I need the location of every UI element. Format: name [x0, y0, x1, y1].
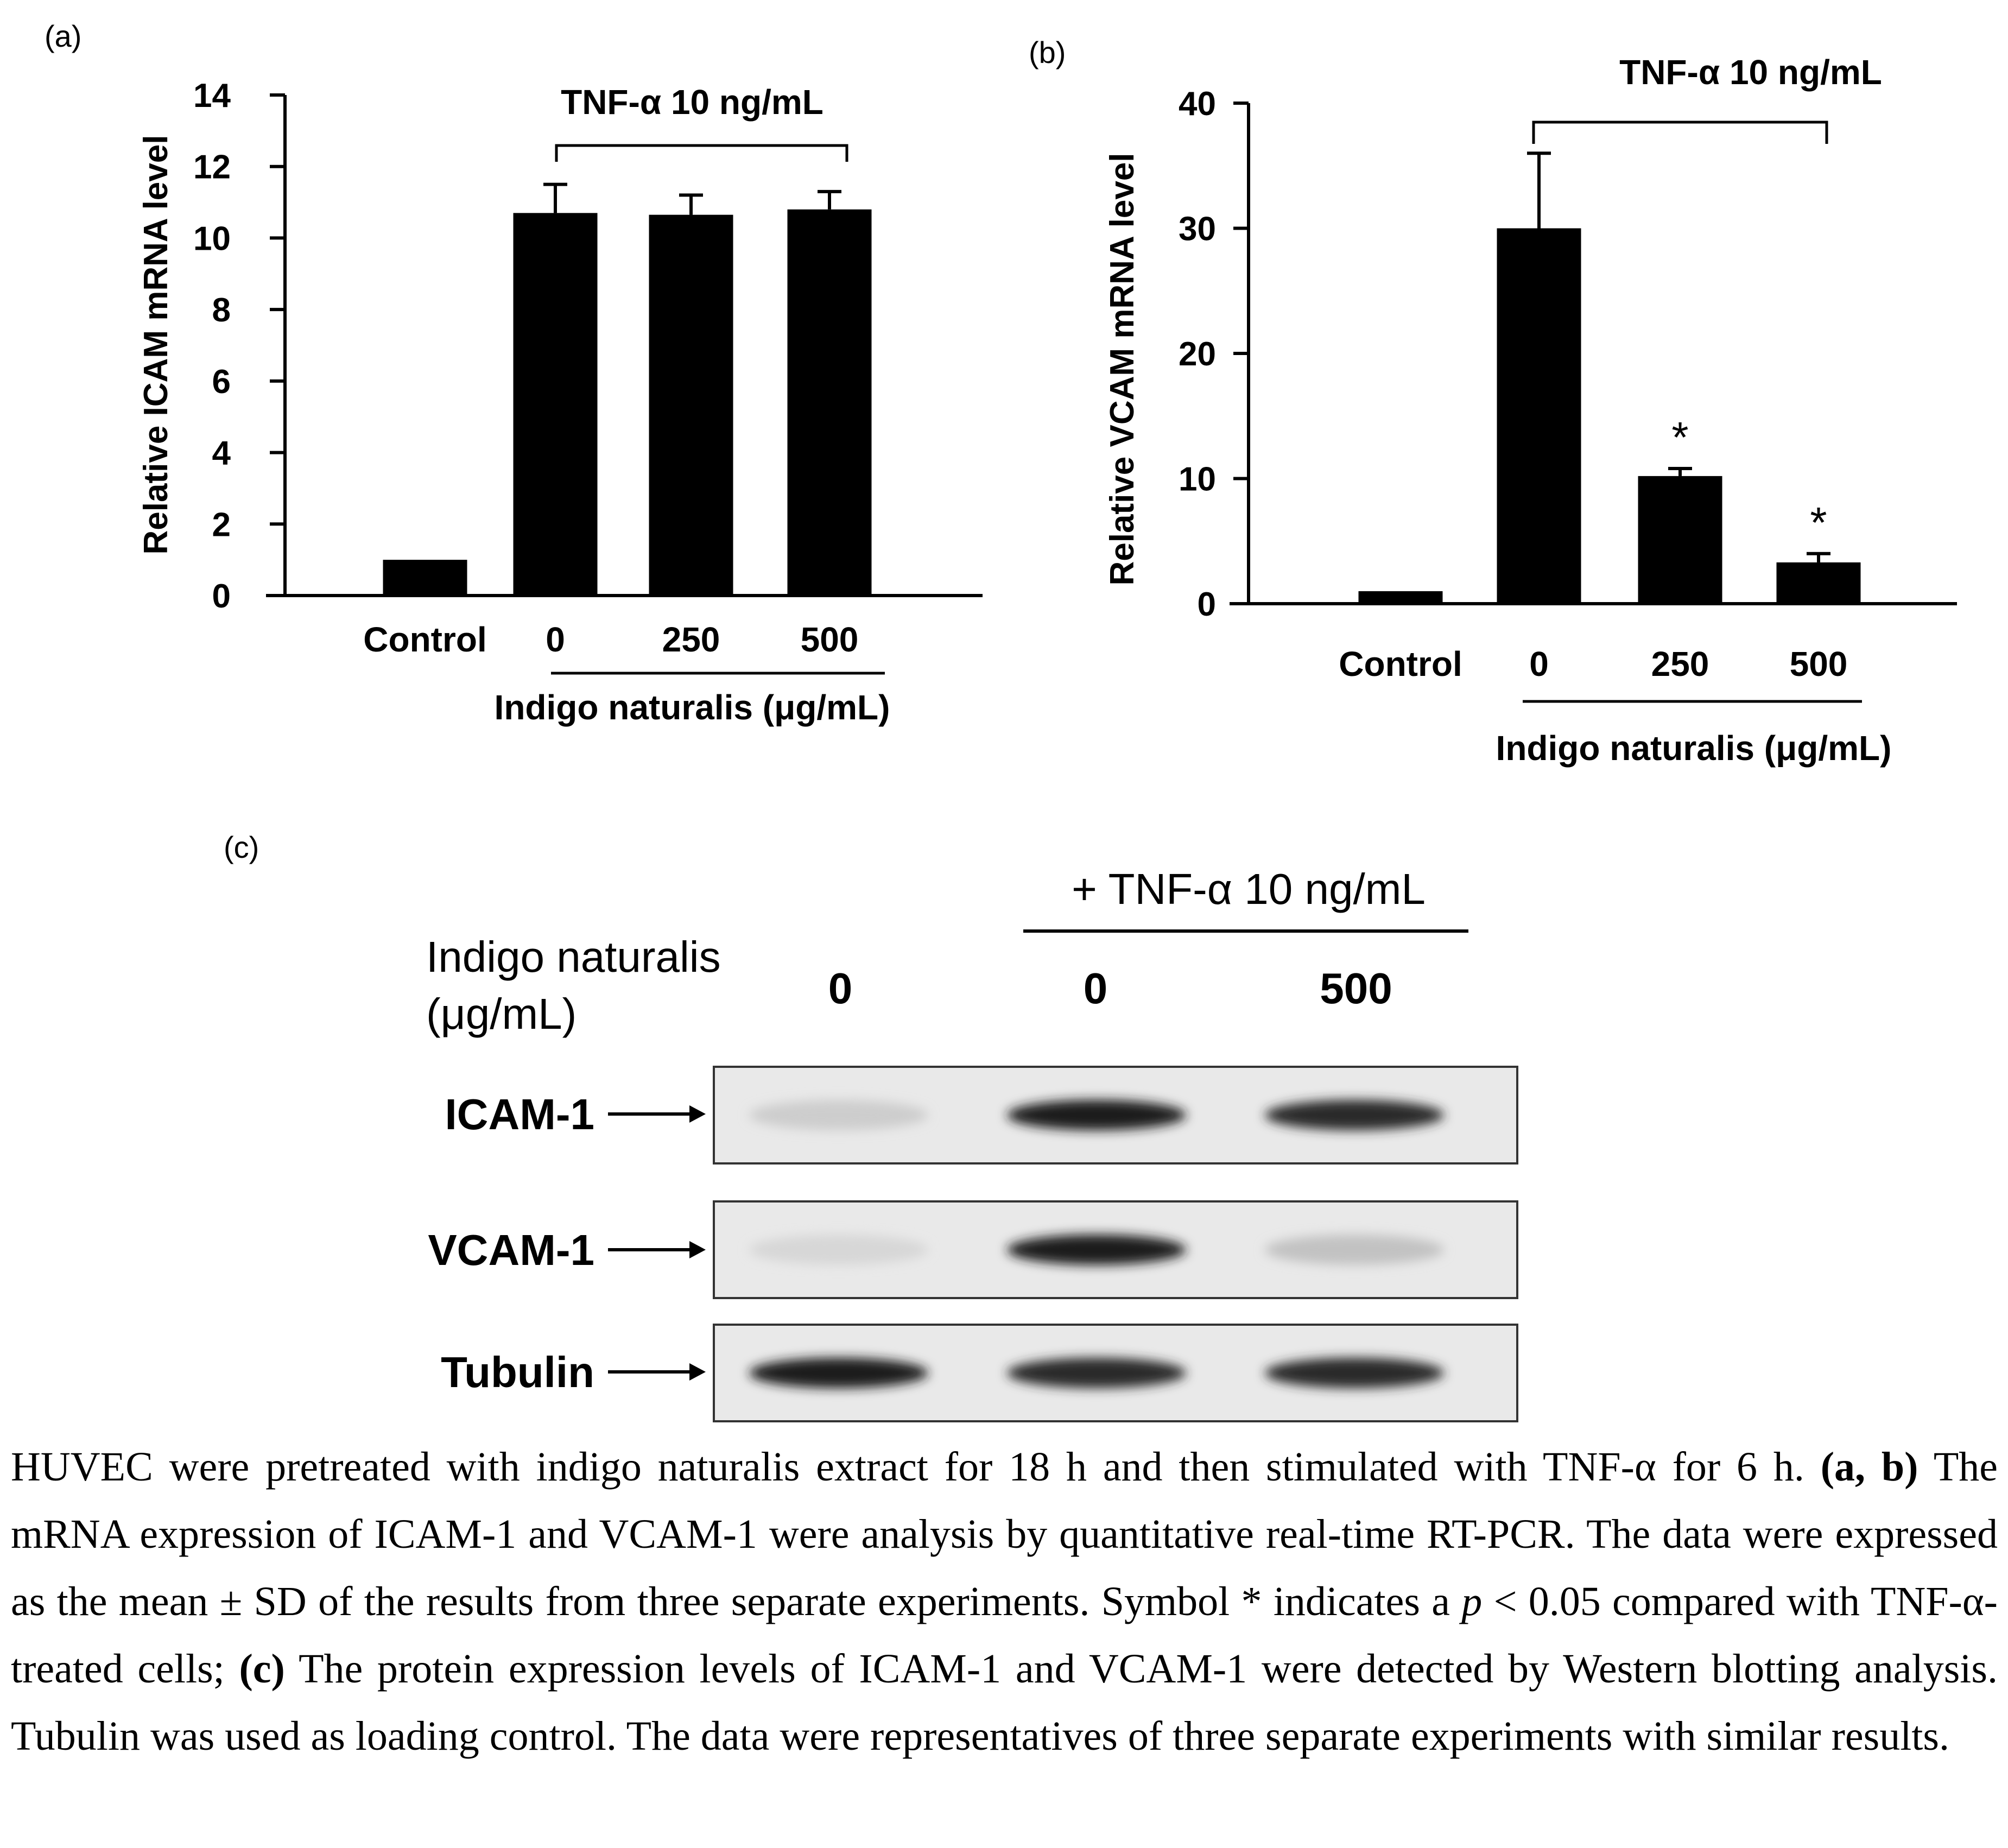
blot-band: [749, 1100, 928, 1130]
caption-c-label: (c): [239, 1646, 285, 1692]
panel-a-y-axis-label: Relative ICAM mRNA level: [137, 135, 175, 555]
panel-b-chart: (b) Relative VCAM mRNA level TNF-α 10 ng…: [1029, 35, 1957, 768]
arrow-head-icon: [689, 1105, 706, 1123]
category-label: 250: [1651, 644, 1709, 683]
blot-lane-label: 0: [1084, 964, 1108, 1012]
bar-0: [513, 213, 598, 596]
y-tick-label: 14: [193, 77, 231, 115]
y-tick-label: 4: [212, 435, 231, 472]
blot-band: [1007, 1358, 1186, 1388]
blot-band: [1265, 1100, 1444, 1130]
category-label: 500: [1790, 644, 1848, 683]
blot-lane-label: 500: [1320, 964, 1392, 1012]
caption-p-symbol: p: [1461, 1579, 1483, 1624]
arrow-head-icon: [689, 1241, 706, 1258]
blot-band: [1265, 1235, 1444, 1265]
caption-intro: HUVEC were pretreated with indigo natura…: [11, 1444, 1804, 1490]
figure: (a) Relative ICAM mRNA level TNF-α 10 ng…: [45, 19, 1957, 1422]
treatment-bracket: [555, 144, 848, 162]
panel-a-chart: (a) Relative ICAM mRNA level TNF-α 10 ng…: [45, 19, 983, 727]
blot-lane-label: 0: [828, 964, 853, 1012]
bar-Control: [383, 560, 467, 596]
arrow-head-icon: [689, 1363, 706, 1381]
panel-b-bracket-label: TNF-α 10 ng/mL: [1619, 53, 1882, 92]
y-tick-label: 20: [1179, 336, 1216, 373]
blot-treatment-header: + TNF-α 10 ng/mL: [1072, 865, 1426, 913]
panel-b-y-axis-label: Relative VCAM mRNA level: [1104, 153, 1141, 585]
panel-b-label: (b): [1029, 35, 1066, 69]
y-tick-label: 40: [1179, 85, 1216, 123]
blot-row-label: ICAM-1: [445, 1090, 594, 1138]
panel-b-group-label: Indigo naturalis (μg/mL): [1496, 729, 1892, 768]
significance-mark: *: [1671, 413, 1688, 461]
panel-a-bracket-label: TNF-α 10 ng/mL: [561, 83, 824, 122]
category-label: 250: [662, 620, 720, 659]
caption-ab-text-2: < 0.05 compared with TNF-α-treated cells…: [11, 1579, 1998, 1692]
blot-row-label: VCAM-1: [428, 1226, 594, 1274]
blot-row-ICAM-1: ICAM-1: [445, 1066, 1518, 1165]
bar-0: [1497, 228, 1581, 604]
category-label: Control: [363, 620, 487, 659]
caption-c-text: The protein expression levels of ICAM-1 …: [11, 1646, 1998, 1759]
y-tick-label: 10: [193, 220, 231, 257]
y-tick-label: 0: [212, 578, 231, 615]
significance-mark: *: [1810, 498, 1827, 547]
blot-row-label-line1: Indigo naturalis: [426, 933, 721, 981]
y-tick-label: 30: [1179, 211, 1216, 248]
bar-500: [1776, 562, 1861, 604]
bar-250: [649, 214, 733, 596]
bar-250: [1638, 476, 1722, 604]
blot-band: [1007, 1235, 1186, 1265]
blot-row-label: Tubulin: [441, 1348, 594, 1396]
category-label: 0: [546, 620, 565, 659]
y-tick-label: 10: [1179, 461, 1216, 498]
blot-band: [749, 1235, 928, 1265]
panel-c-western-blot: (c) + TNF-α 10 ng/mL Indigo naturalis (μ…: [224, 830, 1518, 1422]
blot-row-label-line2: (μg/mL): [426, 990, 577, 1038]
blot-row-VCAM-1: VCAM-1: [428, 1200, 1518, 1299]
caption-ab-text-1: The mRNA expression of ICAM-1 and VCAM-1…: [11, 1444, 1998, 1624]
y-tick-label: 12: [193, 149, 231, 186]
y-tick-label: 6: [212, 363, 231, 401]
category-label: Control: [1339, 644, 1462, 683]
blot-band: [1007, 1100, 1186, 1130]
caption-ab-label: (a, b): [1820, 1444, 1918, 1490]
blot-band: [749, 1358, 928, 1388]
panel-a-label: (a): [45, 19, 81, 53]
y-tick-label: 8: [212, 292, 231, 329]
category-label: 0: [1529, 644, 1549, 683]
panel-c-label: (c): [224, 830, 259, 864]
panel-a-group-label: Indigo naturalis (μg/mL): [495, 688, 890, 727]
category-label: 500: [801, 620, 859, 659]
figure-caption: HUVEC were pretreated with indigo natura…: [11, 1433, 1998, 1770]
y-tick-label: 2: [212, 506, 231, 543]
treatment-bracket: [1532, 121, 1828, 144]
blot-band: [1265, 1358, 1444, 1388]
bar-Control: [1358, 591, 1443, 604]
blot-row-Tubulin: Tubulin: [441, 1324, 1518, 1422]
y-tick-label: 0: [1198, 586, 1216, 623]
bar-500: [787, 209, 872, 596]
